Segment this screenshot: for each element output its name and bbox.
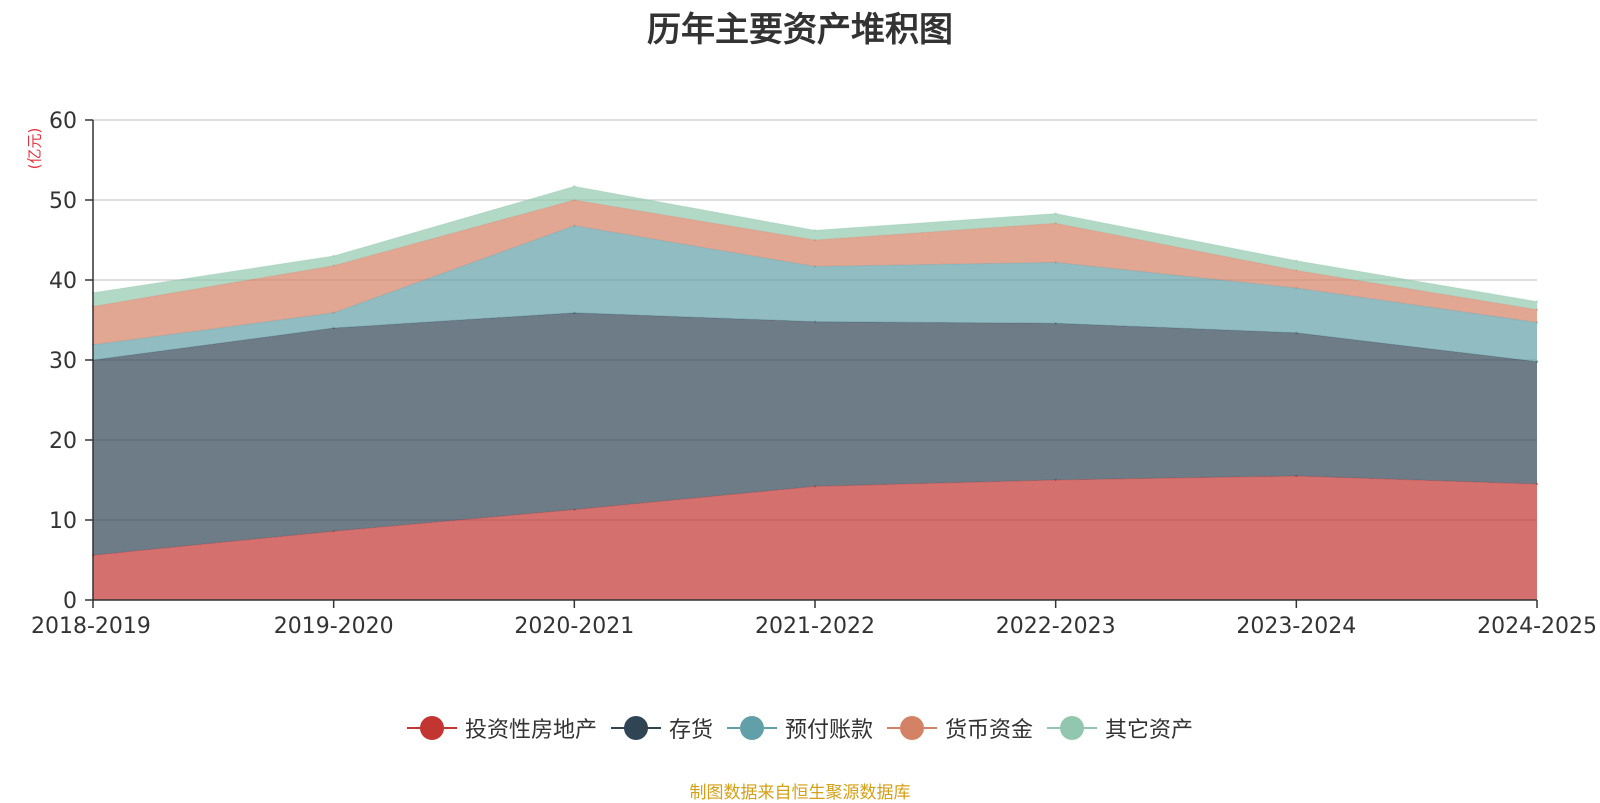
x-tick-label: 2021-2022 [755,614,875,639]
y-tick-label: 30 [49,349,77,374]
y-tick-label: 0 [63,589,77,614]
area-series-3 [93,225,1537,362]
y-tick-label: 40 [49,269,77,294]
legend-dot [419,716,444,740]
area-series-1 [93,476,1537,600]
legend-marker-icon [406,716,457,740]
y-tick-label: 20 [49,429,77,454]
y-tick-label: 10 [49,509,77,534]
x-tick-label: 2024-2025 [1477,614,1597,639]
legend-dot [623,716,648,740]
legend-dot [1060,716,1085,740]
data-point [813,229,817,232]
legend-label: 预付账款 [784,718,873,743]
legend-label: 存货 [668,718,713,743]
y-tick-label: 60 [49,109,77,134]
area-series-2 [93,312,1537,556]
legend-marker-icon [726,716,777,740]
data-point [1535,300,1539,303]
source-note: 制图数据来自恒生聚源数据库 [689,783,911,803]
legend-item[interactable]: 投资性房地产 [406,712,597,744]
legend-item[interactable]: 预付账款 [726,712,873,744]
legend-item[interactable]: 存货 [610,712,713,744]
legend-label: 货币资金 [945,718,1034,743]
legend-label: 其它资产 [1105,718,1194,743]
data-point [573,185,576,188]
area-series-5 [93,186,1537,310]
x-tick-label: 2022-2023 [996,614,1116,639]
legend-dot [739,716,764,740]
chart-title: 历年主要资产堆积图 [647,10,953,50]
y-tick-label: 50 [49,189,77,214]
data-point [1054,212,1057,215]
x-tick-label: 2018-2019 [31,614,151,639]
x-tick-label: 2019-2020 [274,614,394,639]
legend-marker-icon [610,716,661,740]
data-point [1295,259,1298,262]
legend-marker-icon [887,716,937,740]
legend-item[interactable]: 货币资金 [887,712,1033,744]
legend-label: 投资性房地产 [464,718,597,743]
area-series-group [91,185,1539,600]
axes: 0 10 20 30 40 50 60 2018-2019 2019-2020 2020-2021… [31,109,1597,639]
area-series-4 [93,200,1537,345]
x-tick-label: 2020-2021 [514,614,634,639]
x-tick-label: 2023-2024 [1236,614,1356,639]
legend-dot [900,716,924,740]
legend-item[interactable]: 其它资产 [1047,712,1193,744]
data-point [332,254,335,258]
legend-marker-icon [1047,716,1098,740]
legend: 投资性房地产 存货 预付账款 货币资金 其它资产 [0,712,1600,744]
